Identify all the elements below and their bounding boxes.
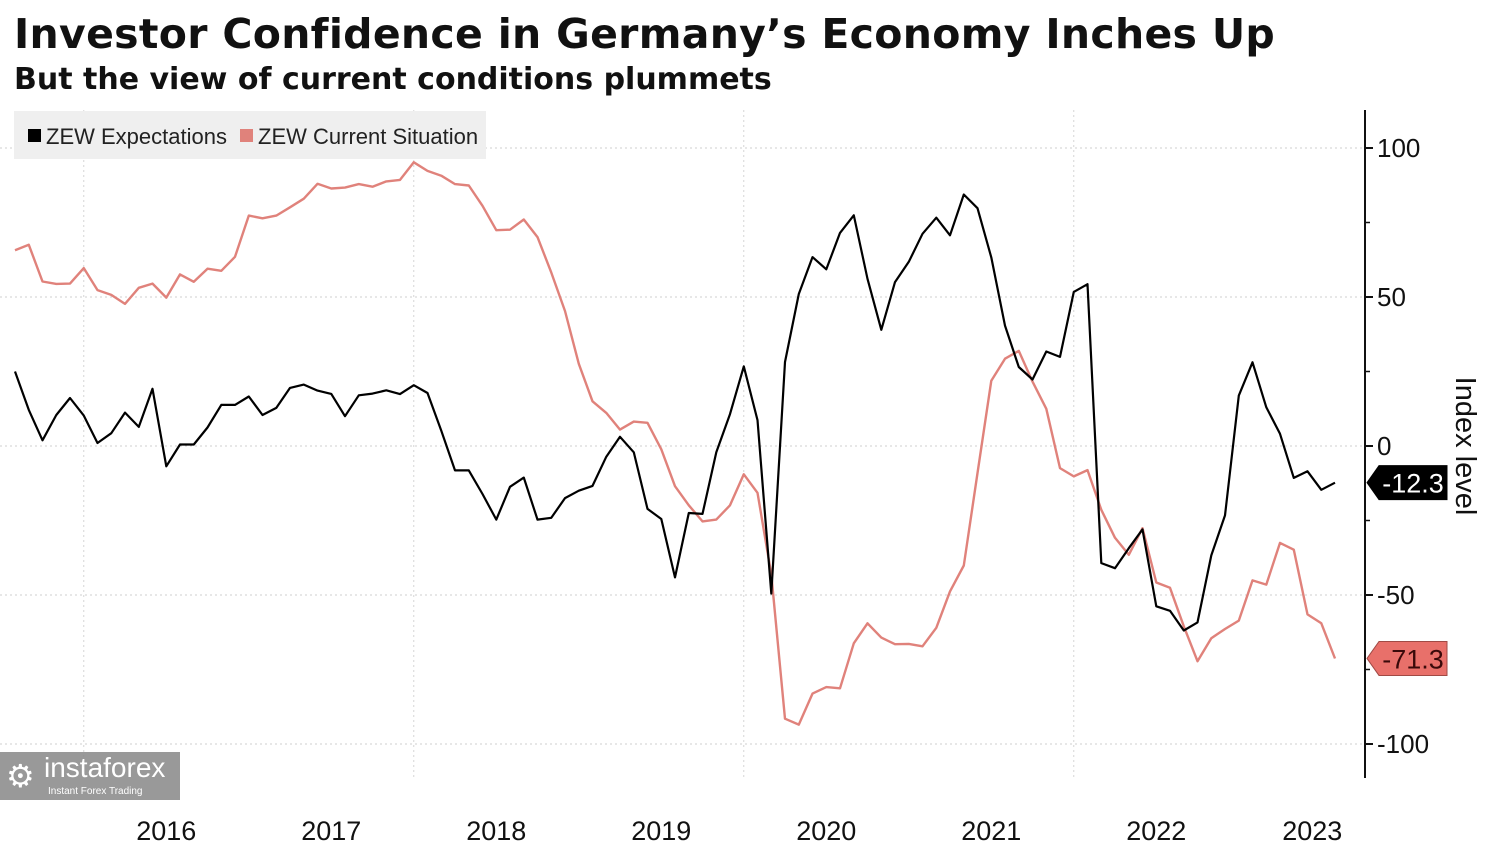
last-value-label: -12.3 xyxy=(1382,469,1444,499)
x-tick-label: 2020 xyxy=(796,816,856,846)
x-axis: 2016 2017 2018 2019 2020 2021 2022 2023 xyxy=(136,816,1342,846)
instaforex-logo: ⚙ instaforex Instant Forex Trading xyxy=(0,752,180,800)
y-axis-label: Index level xyxy=(1449,377,1481,516)
x-tick-label: 2016 xyxy=(136,816,196,846)
y-tick-label: 50 xyxy=(1377,282,1406,312)
x-tick-label: 2019 xyxy=(631,816,691,846)
y-tick-label: -100 xyxy=(1377,729,1429,759)
gridlines xyxy=(0,110,1365,778)
legend-label: ZEW Expectations xyxy=(46,124,227,149)
y-tick-label: 0 xyxy=(1377,431,1391,461)
x-tick-label: 2022 xyxy=(1126,816,1186,846)
last-value-tag xyxy=(1366,465,1448,501)
legend-label: ZEW Current Situation xyxy=(258,124,478,149)
series-line-expectations xyxy=(13,193,1336,632)
series-lines xyxy=(13,161,1337,726)
chart-title: Investor Confidence in Germany’s Economy… xyxy=(14,10,1276,58)
x-tick-label: 2017 xyxy=(301,816,361,846)
x-tick-label: 2018 xyxy=(466,816,526,846)
y-axis: 100 50 0 -50 -100 Index level -71.3 -12.3 xyxy=(1364,110,1481,778)
last-value-label: -71.3 xyxy=(1382,644,1444,674)
logo-tagline: Instant Forex Trading xyxy=(48,786,143,797)
x-tick-label: 2023 xyxy=(1282,816,1342,846)
legend-swatch xyxy=(28,129,41,142)
chart-subtitle: But the view of current conditions plumm… xyxy=(14,62,772,97)
y-tick-label: -50 xyxy=(1377,580,1415,610)
legend-swatch xyxy=(240,129,253,142)
gear-icon: ⚙ xyxy=(6,757,35,795)
logo-name: instaforex xyxy=(44,752,166,783)
x-tick-label: 2021 xyxy=(961,816,1021,846)
series-line-current-situation xyxy=(14,161,1337,726)
y-tick-label: 100 xyxy=(1377,133,1420,163)
legend: ZEW Expectations ZEW Current Situation xyxy=(14,111,486,159)
last-value-tag xyxy=(1366,640,1448,676)
